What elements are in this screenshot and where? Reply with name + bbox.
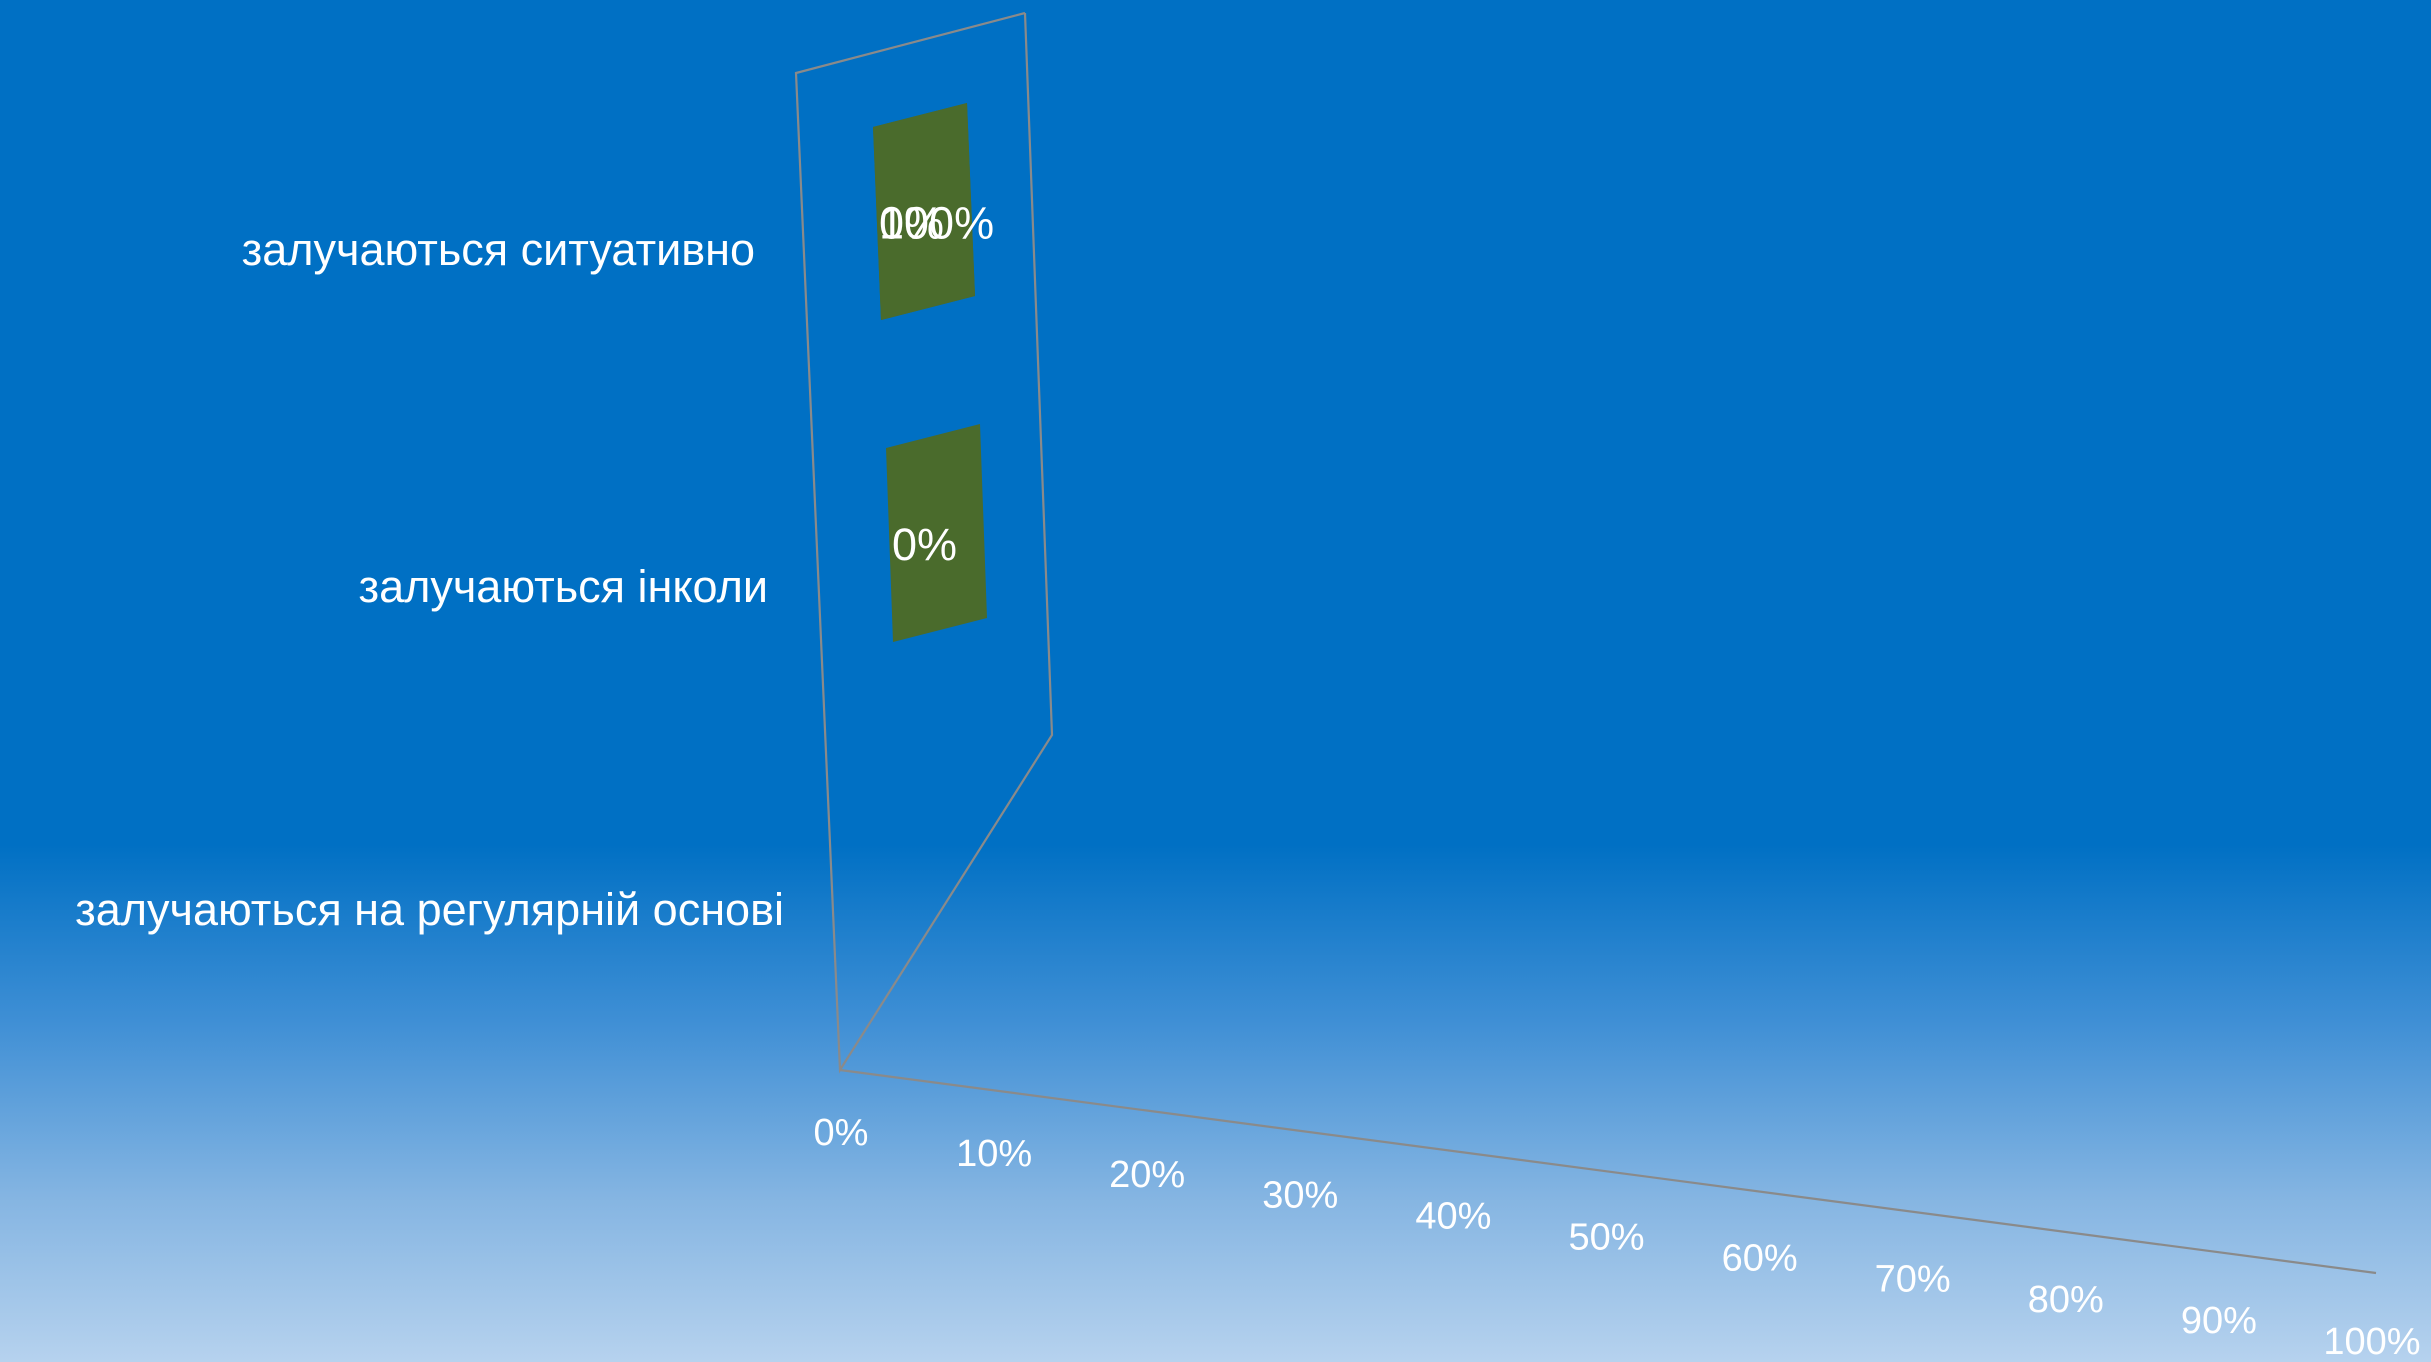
- x-tick-label-9: 90%: [2181, 1300, 2257, 1342]
- data-label-1: 0%: [879, 198, 944, 249]
- x-axis-line: [839, 1068, 2377, 1275]
- x-tick-label-10: 100%: [2323, 1321, 2420, 1362]
- x-tick-label-3: 30%: [1262, 1175, 1338, 1217]
- data-label-2: 0%: [892, 519, 957, 570]
- x-tick-label-8: 80%: [2028, 1279, 2104, 1321]
- data-label-3: 100%: [879, 198, 994, 249]
- x-tick-label-0: 0%: [814, 1112, 869, 1154]
- data-labels: 0%0%100%: [879, 198, 994, 571]
- x-axis-tick-labels: 0% 10% 20% 30% 40% 50% 60% 70% 80% 90% 100%: [814, 1112, 2421, 1362]
- bar-2: [886, 424, 987, 642]
- x-tick-label-4: 40%: [1415, 1196, 1491, 1238]
- x-tick-label-5: 50%: [1568, 1217, 1644, 1259]
- category-label-2: залучаються інколи: [358, 561, 768, 612]
- x-tick-label-1: 10%: [956, 1133, 1032, 1175]
- bar-3: [873, 103, 975, 320]
- x-tick-label-2: 20%: [1109, 1154, 1185, 1196]
- category-labels: залучаються ситуативно залучаються інколи…: [75, 224, 784, 935]
- category-label-1: залучаються ситуативно: [242, 224, 755, 275]
- category-label-3: залучаються на регулярній основі: [75, 884, 784, 935]
- x-tick-label-7: 70%: [1875, 1258, 1951, 1300]
- chart-bars: [873, 103, 987, 642]
- x-tick-label-6: 60%: [1722, 1237, 1798, 1279]
- chart-walls: [794, 11, 2377, 1275]
